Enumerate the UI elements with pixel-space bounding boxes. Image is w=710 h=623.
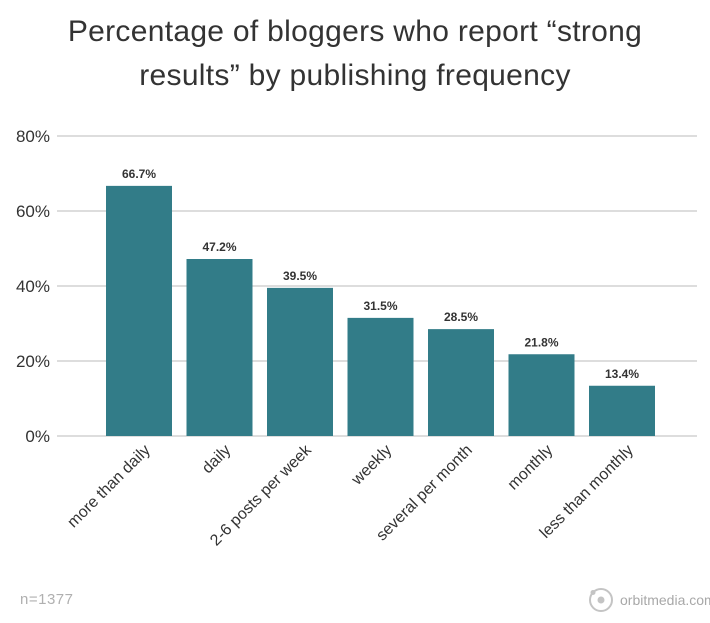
bar xyxy=(186,259,253,436)
bar xyxy=(106,185,172,436)
y-tick-label: 60% xyxy=(16,202,50,221)
chart-title: Percentage of bloggers who report “stron… xyxy=(0,10,710,98)
bar-value-label: 66.7% xyxy=(122,167,156,181)
bar-value-label: 47.2% xyxy=(202,240,236,254)
category-label: monthly xyxy=(505,442,557,494)
bar xyxy=(347,317,414,436)
category-label: more than daily xyxy=(64,442,153,531)
data-labels: 66.7% 47.2% 39.5% 31.5% 28.5% 21.8% 13.4% xyxy=(122,167,639,381)
bar-value-label: 13.4% xyxy=(605,367,639,381)
bar-value-label: 31.5% xyxy=(363,299,397,313)
y-tick-label: 40% xyxy=(16,277,50,296)
bar xyxy=(428,329,494,436)
bar xyxy=(589,385,655,436)
brand-watermark: orbitmedia.com xyxy=(588,586,710,614)
bar-value-label: 39.5% xyxy=(283,269,317,283)
y-axis-tick-labels: 0% 20% 40% 60% 80% xyxy=(16,127,50,446)
bar xyxy=(508,354,575,436)
brand-text: orbitmedia.com xyxy=(620,592,710,608)
category-label: daily xyxy=(199,442,234,477)
bar xyxy=(267,287,333,436)
chart-title-line-2: results” by publishing frequency xyxy=(139,59,571,92)
chart-title-line-1: Percentage of bloggers who report “stron… xyxy=(67,15,643,48)
bars xyxy=(106,185,655,436)
category-label: weekly xyxy=(348,442,395,489)
bar-value-label: 28.5% xyxy=(444,310,478,324)
y-tick-label: 80% xyxy=(16,127,50,146)
y-tick-label: 20% xyxy=(16,352,50,371)
bar-value-label: 21.8% xyxy=(524,335,558,349)
orbit-logo-icon xyxy=(589,588,613,612)
y-tick-label: 0% xyxy=(25,427,50,446)
sample-size-footnote: n=1377 xyxy=(20,591,74,608)
